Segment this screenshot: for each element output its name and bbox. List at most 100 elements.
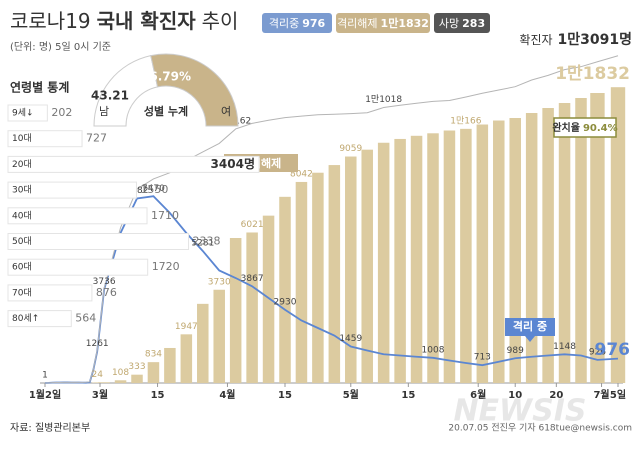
bar — [7, 284, 93, 302]
bar — [7, 155, 260, 173]
bar — [542, 108, 554, 383]
category-label: 50대 — [12, 236, 32, 247]
pie-title: 성별 누계 — [144, 104, 188, 118]
x-tick-label: 3월 — [92, 389, 108, 401]
callout-box — [505, 318, 555, 342]
recovery-frame — [553, 117, 617, 138]
bar — [7, 233, 190, 250]
bar — [558, 103, 571, 383]
value-label: 926 — [589, 347, 606, 357]
value-label: 727 — [86, 132, 107, 145]
bar — [427, 133, 439, 383]
source: 자료: 질병관리본부 — [10, 422, 90, 434]
x-tick-label: 10 — [508, 390, 522, 401]
bar — [525, 113, 538, 383]
value-label: 3404명 — [211, 157, 255, 171]
value-label: 1947 — [175, 322, 198, 332]
value-label: 834 — [145, 350, 162, 360]
line — [44, 55, 619, 384]
value-label: 7382 — [126, 186, 149, 196]
value-label: 1만1018 — [365, 94, 402, 105]
category-label: 80세↑ — [12, 313, 39, 324]
recovery-value: 90.4% — [583, 123, 618, 134]
title: 코로나19 국내 확진자 추이 — [10, 9, 238, 33]
x-tick-label: 15 — [278, 390, 292, 401]
bar — [328, 165, 341, 383]
value-label: 876 — [96, 286, 117, 299]
badge-text: 격리해제 1만1832 — [337, 16, 429, 30]
bar — [509, 118, 521, 383]
badge — [434, 13, 490, 33]
bar — [279, 196, 291, 383]
title-part: 국내 확진자 — [97, 9, 197, 33]
value-label: 1 — [42, 370, 48, 380]
callout: 격리 중 — [513, 319, 547, 333]
bar — [610, 87, 626, 383]
value-label-big: 976 — [595, 340, 631, 360]
credit: 20.07.05 전진우 기자 618tue@newsis.com — [448, 423, 632, 434]
value-label: 989 — [507, 346, 524, 356]
category-label: 40대 — [12, 210, 32, 221]
bar — [262, 215, 275, 383]
bar — [180, 334, 193, 383]
bar — [164, 347, 176, 383]
value-label: 1008 — [422, 345, 445, 355]
value-label: 1710 — [151, 209, 179, 222]
bar — [377, 142, 390, 383]
bar — [7, 104, 48, 122]
watermark: NEWSIS — [453, 394, 586, 429]
x-tick-label: 1월2일 — [29, 388, 61, 401]
value-label: 3736 — [93, 277, 116, 287]
badge — [336, 13, 430, 33]
bar — [476, 124, 489, 383]
category-label: 60대 — [12, 262, 32, 273]
bar — [197, 303, 209, 383]
bar — [493, 120, 505, 383]
bar — [246, 232, 258, 383]
value-label: 108 — [112, 368, 129, 378]
bar — [213, 289, 225, 383]
bar — [410, 135, 423, 383]
badge-value: 283 — [462, 17, 485, 30]
bar — [94, 382, 100, 383]
value-label: 2338 — [193, 235, 221, 248]
pie-value: 43.21 — [91, 89, 129, 103]
badge — [262, 13, 332, 33]
category-label: 30대 — [12, 185, 32, 196]
value-label: 1261 — [86, 339, 109, 349]
category-label: 9세↓ — [12, 108, 34, 119]
bar — [345, 156, 357, 383]
value-label: 1만166 — [450, 115, 481, 126]
value-label: 1148 — [553, 342, 576, 352]
bar — [361, 149, 373, 383]
title-part: 추이 — [202, 9, 239, 33]
value-label: 564 — [75, 312, 96, 325]
bar — [575, 98, 587, 383]
bar — [147, 362, 160, 383]
bar — [229, 238, 242, 383]
x-tick-label: 20 — [549, 390, 563, 401]
bar — [443, 130, 456, 383]
x-tick-label: 4월 — [219, 389, 235, 401]
pie-value: 56.79% — [141, 70, 191, 84]
pie-category: 여 — [221, 105, 231, 118]
badge-label: 사망 — [439, 17, 459, 30]
x-tick-label: 15 — [151, 390, 165, 401]
bar — [394, 138, 406, 383]
category-label: 70대 — [12, 287, 32, 298]
category-label: 20대 — [12, 159, 32, 170]
value-label: 7470 — [142, 184, 165, 194]
bar — [590, 93, 605, 383]
bar — [131, 374, 143, 383]
badge-text: 격리중 976 — [269, 17, 326, 30]
bar — [7, 310, 72, 328]
x-tick-label: 15 — [401, 390, 415, 401]
value-label: 8042 — [290, 169, 313, 179]
x-tick-label: 5일 — [610, 388, 626, 401]
panel-title: 연령별 통계 — [10, 80, 69, 95]
title-part: 코로나19 — [10, 9, 91, 33]
bar — [7, 130, 83, 148]
subtitle: (단위: 명) 5일 0시 기준 — [10, 40, 111, 53]
value-label: 9059 — [339, 144, 362, 154]
